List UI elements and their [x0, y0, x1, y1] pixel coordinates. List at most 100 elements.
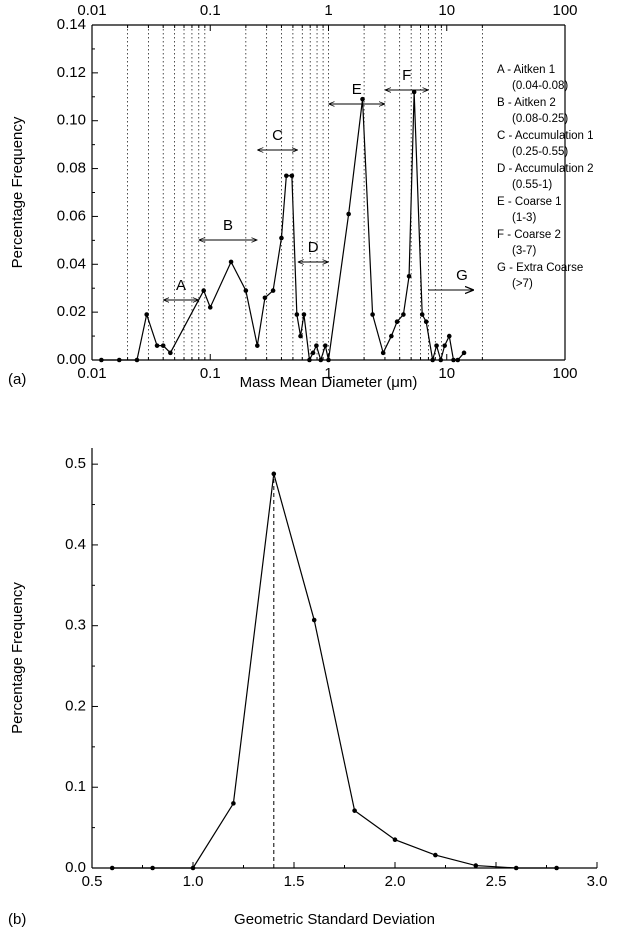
data-point — [461, 350, 467, 356]
x-axis-title: Geometric Standard Deviation — [234, 911, 435, 928]
data-point — [168, 350, 173, 356]
data-point — [370, 312, 375, 317]
y-tick-label: 0.06 — [57, 207, 86, 224]
region-label: C — [272, 127, 283, 144]
data-point — [284, 173, 289, 179]
data-point — [394, 319, 400, 325]
legend-label: G - Extra Coarse — [497, 262, 583, 274]
x-tick-label: 10 — [438, 365, 455, 382]
data-point — [154, 343, 160, 348]
data-point — [311, 617, 317, 623]
data-point — [446, 333, 452, 339]
legend-range: (>7) — [512, 278, 533, 290]
data-point — [116, 357, 122, 363]
x-tick-label: 1.0 — [183, 873, 204, 890]
data-point — [451, 357, 456, 363]
data-point — [352, 808, 357, 813]
y-tick-label: 0.14 — [57, 16, 86, 33]
data-point — [289, 173, 295, 179]
x-tick-label: 1 — [324, 365, 332, 382]
y-tick-label: 0.2 — [65, 697, 86, 714]
data-point — [190, 865, 196, 871]
data-point — [298, 333, 303, 339]
data-point — [392, 837, 398, 843]
panel-label: (a) — [8, 371, 26, 388]
data-point — [323, 343, 328, 348]
data-point — [360, 96, 365, 102]
y-tick-label: 0.10 — [57, 112, 86, 129]
data-line — [112, 473, 557, 869]
data-point — [401, 312, 406, 317]
data-point — [314, 343, 319, 348]
x-tick-label: 100 — [552, 365, 577, 382]
legend-range: (0.55-1) — [512, 179, 552, 191]
data-point — [231, 801, 236, 806]
panel-label: (b) — [8, 911, 26, 928]
legend-label: D - Accumulation 2 — [497, 163, 594, 175]
x-tick-label: 2.0 — [385, 873, 406, 890]
data-point — [326, 357, 331, 363]
data-point — [438, 357, 444, 363]
legend-range: (1-3) — [512, 212, 536, 224]
y-tick-label: 0.4 — [65, 536, 86, 553]
data-point — [430, 357, 435, 363]
data-point — [243, 288, 249, 293]
region-label: E — [352, 81, 362, 98]
y-tick-label: 0.0 — [65, 859, 86, 876]
legend-range: (0.25-0.55) — [512, 146, 568, 158]
data-point — [513, 865, 519, 871]
data-point — [473, 863, 479, 868]
y-axis-title: Percentage Frequency — [9, 582, 26, 734]
data-point — [307, 357, 312, 363]
y-tick-label: 0.3 — [65, 617, 86, 634]
data-point — [228, 259, 234, 265]
data-point — [109, 865, 115, 871]
legend-label: F - Coarse 2 — [497, 229, 561, 241]
legend-label: C - Accumulation 1 — [497, 130, 594, 142]
data-point — [294, 312, 300, 317]
x-tick-label: 0.01 — [77, 365, 106, 382]
legend-label: E - Coarse 1 — [497, 196, 562, 208]
data-point — [310, 350, 316, 356]
data-point — [134, 357, 140, 363]
data-point — [389, 333, 394, 339]
region-label: F — [402, 67, 411, 84]
data-point — [301, 312, 307, 317]
data-point — [255, 343, 260, 348]
y-tick-label: 0.04 — [57, 255, 86, 272]
data-point — [423, 319, 429, 325]
legend-range: (0.04-0.08) — [512, 80, 568, 92]
x-tick-label: 2.5 — [486, 873, 507, 890]
data-point — [150, 865, 155, 871]
y-axis-title: Percentage Frequency — [9, 116, 26, 268]
y-tick-label: 0.5 — [65, 455, 86, 472]
data-point — [346, 211, 351, 217]
region-label: B — [223, 217, 233, 234]
region-label: D — [308, 239, 319, 256]
x-top-tick-label: 10 — [438, 2, 455, 19]
x-tick-label: 3.0 — [587, 873, 608, 890]
data-point — [380, 350, 386, 356]
y-tick-label: 0.02 — [57, 303, 86, 320]
y-tick-label: 0.08 — [57, 160, 86, 177]
data-point — [144, 312, 149, 317]
x-tick-label: 0.1 — [200, 365, 221, 382]
x-tick-label: 1.5 — [284, 873, 305, 890]
data-point — [262, 295, 268, 301]
legend-label: A - Aitken 1 — [497, 64, 555, 76]
legend-label: B - Aitken 2 — [497, 97, 556, 109]
x-axis-title: Mass Mean Diameter (μm) — [240, 374, 418, 391]
x-top-tick-label: 100 — [552, 2, 577, 19]
region-label: A — [176, 277, 186, 294]
y-tick-label: 0.12 — [57, 64, 86, 81]
legend-range: (0.08-0.25) — [512, 113, 568, 125]
data-point — [455, 357, 461, 363]
data-point — [279, 235, 284, 241]
legend-range: (3-7) — [512, 245, 536, 257]
region-label: G — [456, 267, 468, 284]
data-point — [442, 343, 447, 348]
x-top-tick-label: 0.01 — [77, 2, 106, 19]
y-tick-label: 0.1 — [65, 778, 86, 795]
x-tick-label: 0.5 — [82, 873, 103, 890]
